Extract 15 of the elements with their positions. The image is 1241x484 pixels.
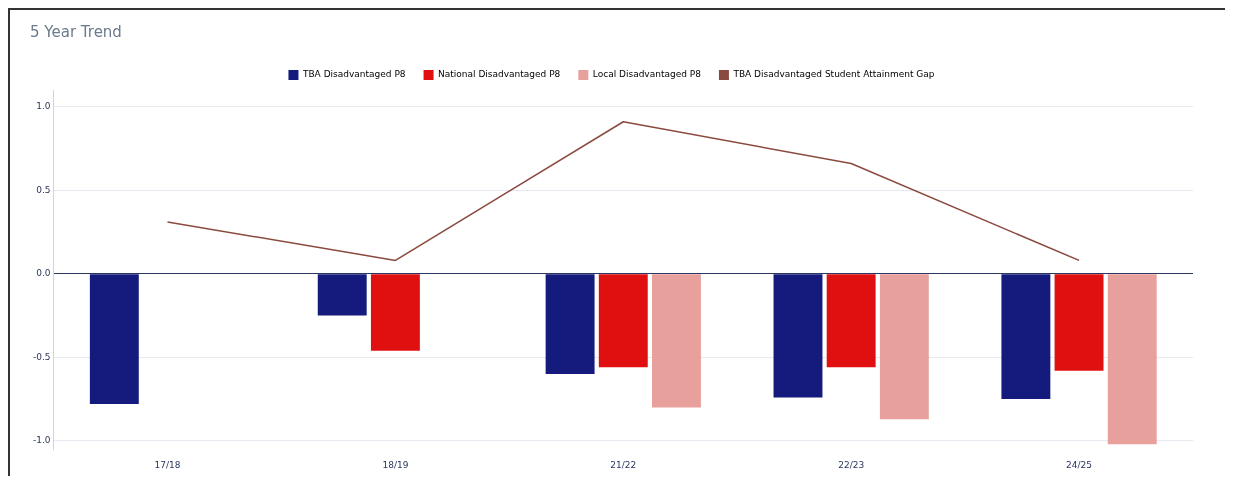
y-tick-label: -1.0 xyxy=(33,435,51,446)
legend-label: Local Disadvantaged P8 xyxy=(592,69,702,80)
x-tick-label: 22/23 xyxy=(838,459,865,470)
y-tick-label: 0.5 xyxy=(36,184,51,195)
legend-label: National Disadvantaged P8 xyxy=(438,69,561,80)
legend-label: TBA Disadvantaged P8 xyxy=(301,69,406,80)
x-tick-label: 21/22 xyxy=(610,459,637,470)
x-tick-label: 24/25 xyxy=(1066,459,1093,470)
legend-label: TBA Disadvantaged Student Attainment Gap xyxy=(732,69,935,80)
y-tick-label: -0.5 xyxy=(33,351,51,362)
y-tick-label: 1.0 xyxy=(36,101,51,112)
y-tick-label: 0.0 xyxy=(36,268,51,279)
x-tick-label: 17/18 xyxy=(154,459,181,470)
x-tick-label: 18/19 xyxy=(382,459,409,470)
chart-title: 5 Year Trend xyxy=(30,22,122,41)
